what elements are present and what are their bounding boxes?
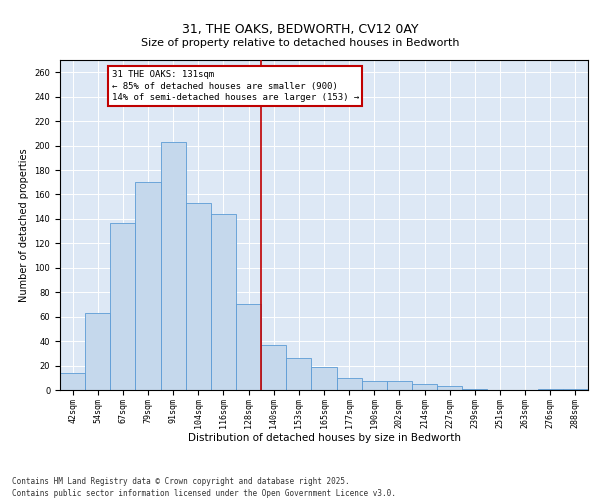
Bar [261,345,286,390]
X-axis label: Distribution of detached houses by size in Bedworth: Distribution of detached houses by size … [187,433,461,443]
Bar [286,358,311,390]
Bar [211,214,236,390]
Bar [462,389,487,390]
Bar [136,182,161,390]
Bar [387,382,412,390]
Bar [60,373,85,390]
Bar [236,304,261,390]
Text: Size of property relative to detached houses in Bedworth: Size of property relative to detached ho… [141,38,459,48]
Y-axis label: Number of detached properties: Number of detached properties [19,148,29,302]
Text: 31 THE OAKS: 131sqm
← 85% of detached houses are smaller (900)
14% of semi-detac: 31 THE OAKS: 131sqm ← 85% of detached ho… [112,70,359,102]
Bar [538,389,563,390]
Text: Contains HM Land Registry data © Crown copyright and database right 2025.
Contai: Contains HM Land Registry data © Crown c… [12,476,396,498]
Bar [161,142,186,390]
Bar [186,203,211,390]
Bar [337,378,362,390]
Bar [362,382,387,390]
Bar [563,389,588,390]
Bar [437,386,462,390]
Bar [110,222,136,390]
Bar [85,313,110,390]
Bar [412,384,437,390]
Bar [311,367,337,390]
Text: 31, THE OAKS, BEDWORTH, CV12 0AY: 31, THE OAKS, BEDWORTH, CV12 0AY [182,22,418,36]
